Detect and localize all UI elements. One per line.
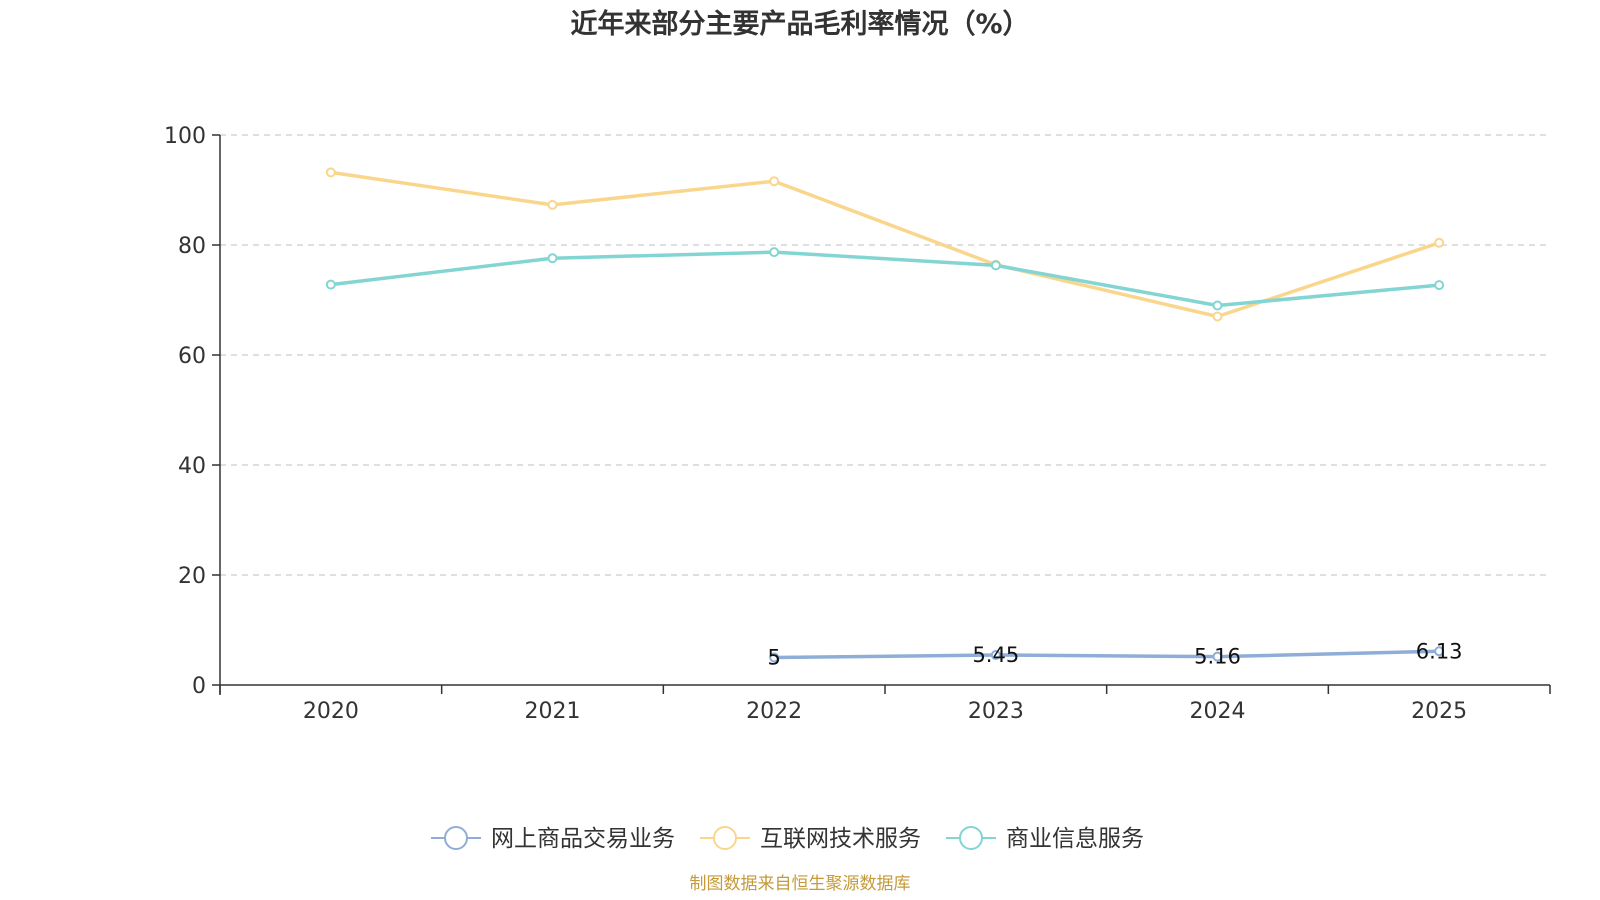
data-point[interactable] bbox=[769, 176, 780, 187]
data-point[interactable] bbox=[1434, 646, 1445, 657]
legend-item-1[interactable]: 互联网技术服务 bbox=[700, 826, 921, 852]
legend-marker bbox=[713, 826, 737, 850]
series-group bbox=[325, 167, 1445, 663]
legend-marker bbox=[444, 826, 468, 850]
data-label: 5.45 bbox=[972, 643, 1019, 667]
legend-item-2[interactable]: 商业信息服务 bbox=[946, 826, 1144, 852]
x-tick-label-2023: 2023 bbox=[968, 699, 1024, 724]
x-tick-label-2022: 2022 bbox=[746, 699, 802, 724]
axes: 0 20 40 60 80 100 2020 2021 2022 2023 2024 2025 bbox=[164, 124, 1551, 724]
data-point[interactable] bbox=[547, 199, 558, 210]
legend-label: 网上商品交易业务 bbox=[491, 826, 675, 852]
data-point[interactable] bbox=[325, 167, 336, 178]
data-point[interactable] bbox=[990, 650, 1001, 661]
series-line-1 bbox=[330, 170, 1440, 319]
y-tick-label: 40 bbox=[178, 454, 206, 479]
data-point[interactable] bbox=[769, 652, 780, 663]
data-label: 5 bbox=[767, 646, 780, 670]
y-tick-label: 80 bbox=[178, 234, 206, 259]
data-point[interactable] bbox=[547, 253, 558, 264]
x-tick-label-2024: 2024 bbox=[1190, 699, 1246, 724]
series-line-2 bbox=[330, 250, 1440, 308]
legend-label: 互联网技术服务 bbox=[760, 826, 921, 852]
data-point[interactable] bbox=[769, 247, 780, 258]
x-tick-label-2021: 2021 bbox=[525, 699, 581, 724]
data-point[interactable] bbox=[1212, 651, 1223, 662]
data-point[interactable] bbox=[1434, 237, 1445, 248]
legend[interactable]: 网上商品交易业务 互联网技术服务 商业信息服务 bbox=[431, 826, 1144, 852]
data-point[interactable] bbox=[1212, 300, 1223, 311]
x-tick-label-2025: 2025 bbox=[1411, 699, 1467, 724]
y-tick-label: 20 bbox=[178, 564, 206, 589]
grid-lines bbox=[220, 134, 1550, 576]
data-point[interactable] bbox=[990, 260, 1001, 271]
legend-item-0[interactable]: 网上商品交易业务 bbox=[431, 826, 675, 852]
data-point[interactable] bbox=[325, 279, 336, 290]
legend-label: 商业信息服务 bbox=[1006, 826, 1144, 852]
data-label: 5.16 bbox=[1194, 645, 1241, 669]
series-line-0 bbox=[774, 649, 1440, 660]
y-tick-label: 60 bbox=[178, 344, 206, 369]
data-label: 6.13 bbox=[1416, 639, 1463, 663]
data-point[interactable] bbox=[1212, 311, 1223, 322]
y-tick-label: 0 bbox=[192, 674, 206, 699]
source-note: 制图数据来自恒生聚源数据库 bbox=[690, 874, 911, 894]
legend-marker bbox=[959, 826, 983, 850]
data-labels: 5 5.45 5.16 6.13 bbox=[767, 639, 1462, 669]
chart-title: 近年来部分主要产品毛利率情况（%） bbox=[570, 8, 1029, 40]
data-point[interactable] bbox=[1434, 280, 1445, 291]
x-tick-label-2020: 2020 bbox=[303, 699, 359, 724]
y-tick-label: 100 bbox=[164, 124, 206, 149]
